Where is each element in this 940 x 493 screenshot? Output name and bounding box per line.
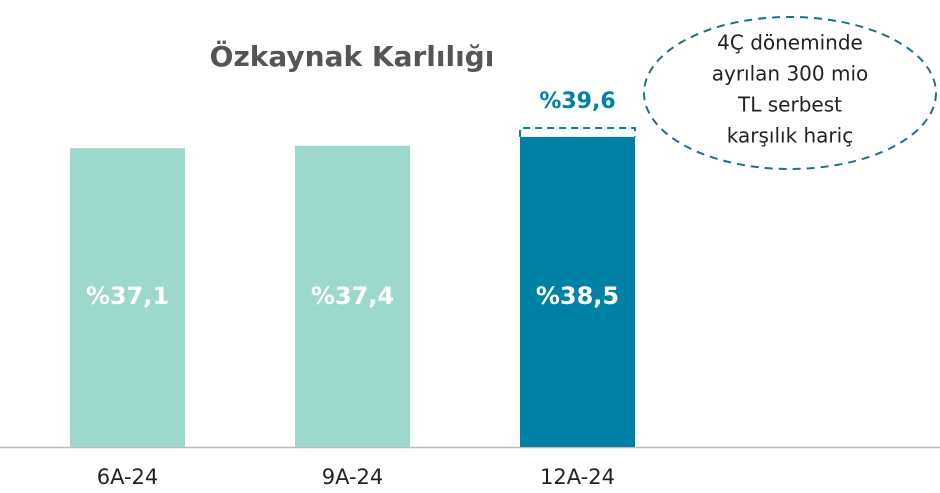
bar [520, 136, 635, 447]
x-tick-label: 12A-24 [540, 465, 615, 489]
value-label: %37,4 [311, 282, 394, 310]
x-tick-label: 9A-24 [322, 465, 384, 489]
annotation-line: 4Ç döneminde [717, 31, 863, 55]
annotation-line: TL serbest [737, 93, 842, 117]
chart-title: Özkaynak Karlılığı [210, 39, 495, 73]
value-label: %38,5 [536, 282, 619, 310]
adjusted-bar-outline [519, 127, 636, 137]
annotation-line: ayrılan 300 mio [712, 62, 869, 86]
adjusted-label: %39,6 [539, 89, 615, 114]
x-tick-label: 6A-24 [97, 465, 159, 489]
value-label: %37,1 [86, 282, 169, 310]
annotation-ellipse [643, 16, 937, 170]
annotation-line: karşılık hariç [727, 124, 853, 148]
bar [295, 145, 410, 447]
bar [70, 148, 185, 447]
